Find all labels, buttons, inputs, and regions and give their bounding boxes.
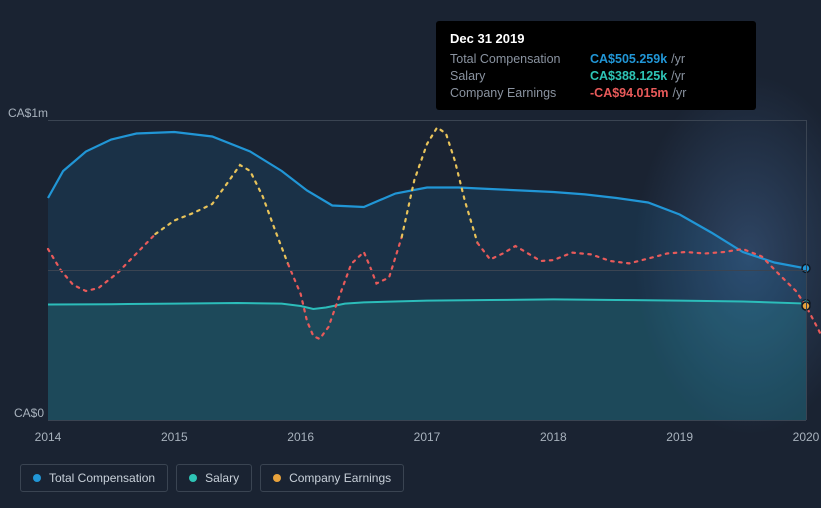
legend-item[interactable]: Total Compensation: [20, 464, 168, 492]
legend-item[interactable]: Company Earnings: [260, 464, 404, 492]
legend-dot: [33, 474, 41, 482]
legend-label: Salary: [205, 471, 239, 485]
tooltip-row: SalaryCA$388.125k/yr: [450, 69, 742, 83]
y-axis-label: CA$1m: [8, 106, 44, 120]
tooltip-date: Dec 31 2019: [450, 31, 742, 46]
tooltip-value: CA$388.125k: [590, 69, 667, 83]
tooltip-unit: /yr: [671, 52, 685, 66]
legend-dot: [189, 474, 197, 482]
compensation-chart: CA$1m CA$0 2014 2015 2016 2017 2018 2019 2020 D…: [0, 0, 821, 508]
x-axis-label: 2017: [414, 430, 441, 444]
legend-dot: [273, 474, 281, 482]
x-axis-label: 2015: [161, 430, 188, 444]
tooltip-unit: /yr: [673, 86, 687, 100]
legend-item[interactable]: Salary: [176, 464, 252, 492]
tooltip-row: Total CompensationCA$505.259k/yr: [450, 52, 742, 66]
tooltip-label: Total Compensation: [450, 52, 590, 66]
tooltip-value: CA$505.259k: [590, 52, 667, 66]
y-axis-label: CA$0: [8, 406, 44, 420]
tooltip-row: Company Earnings-CA$94.015m/yr: [450, 86, 742, 100]
tooltip-label: Company Earnings: [450, 86, 590, 100]
tooltip-unit: /yr: [671, 69, 685, 83]
x-axis-label: 2018: [540, 430, 567, 444]
chart-legend: Total Compensation Salary Company Earnings: [20, 464, 404, 492]
gridline: [48, 120, 806, 121]
x-axis-label: 2014: [35, 430, 62, 444]
tooltip-label: Salary: [450, 69, 590, 83]
x-axis-label: 2020: [793, 430, 820, 444]
legend-label: Total Compensation: [49, 471, 155, 485]
plot-right-border: [806, 120, 807, 420]
x-axis-label: 2016: [287, 430, 314, 444]
legend-label: Company Earnings: [289, 471, 391, 485]
x-axis-label: 2019: [666, 430, 693, 444]
gridline: [48, 270, 806, 271]
chart-tooltip: Dec 31 2019 Total CompensationCA$505.259…: [436, 21, 756, 110]
gridline: [48, 420, 806, 421]
tooltip-value: -CA$94.015m: [590, 86, 669, 100]
